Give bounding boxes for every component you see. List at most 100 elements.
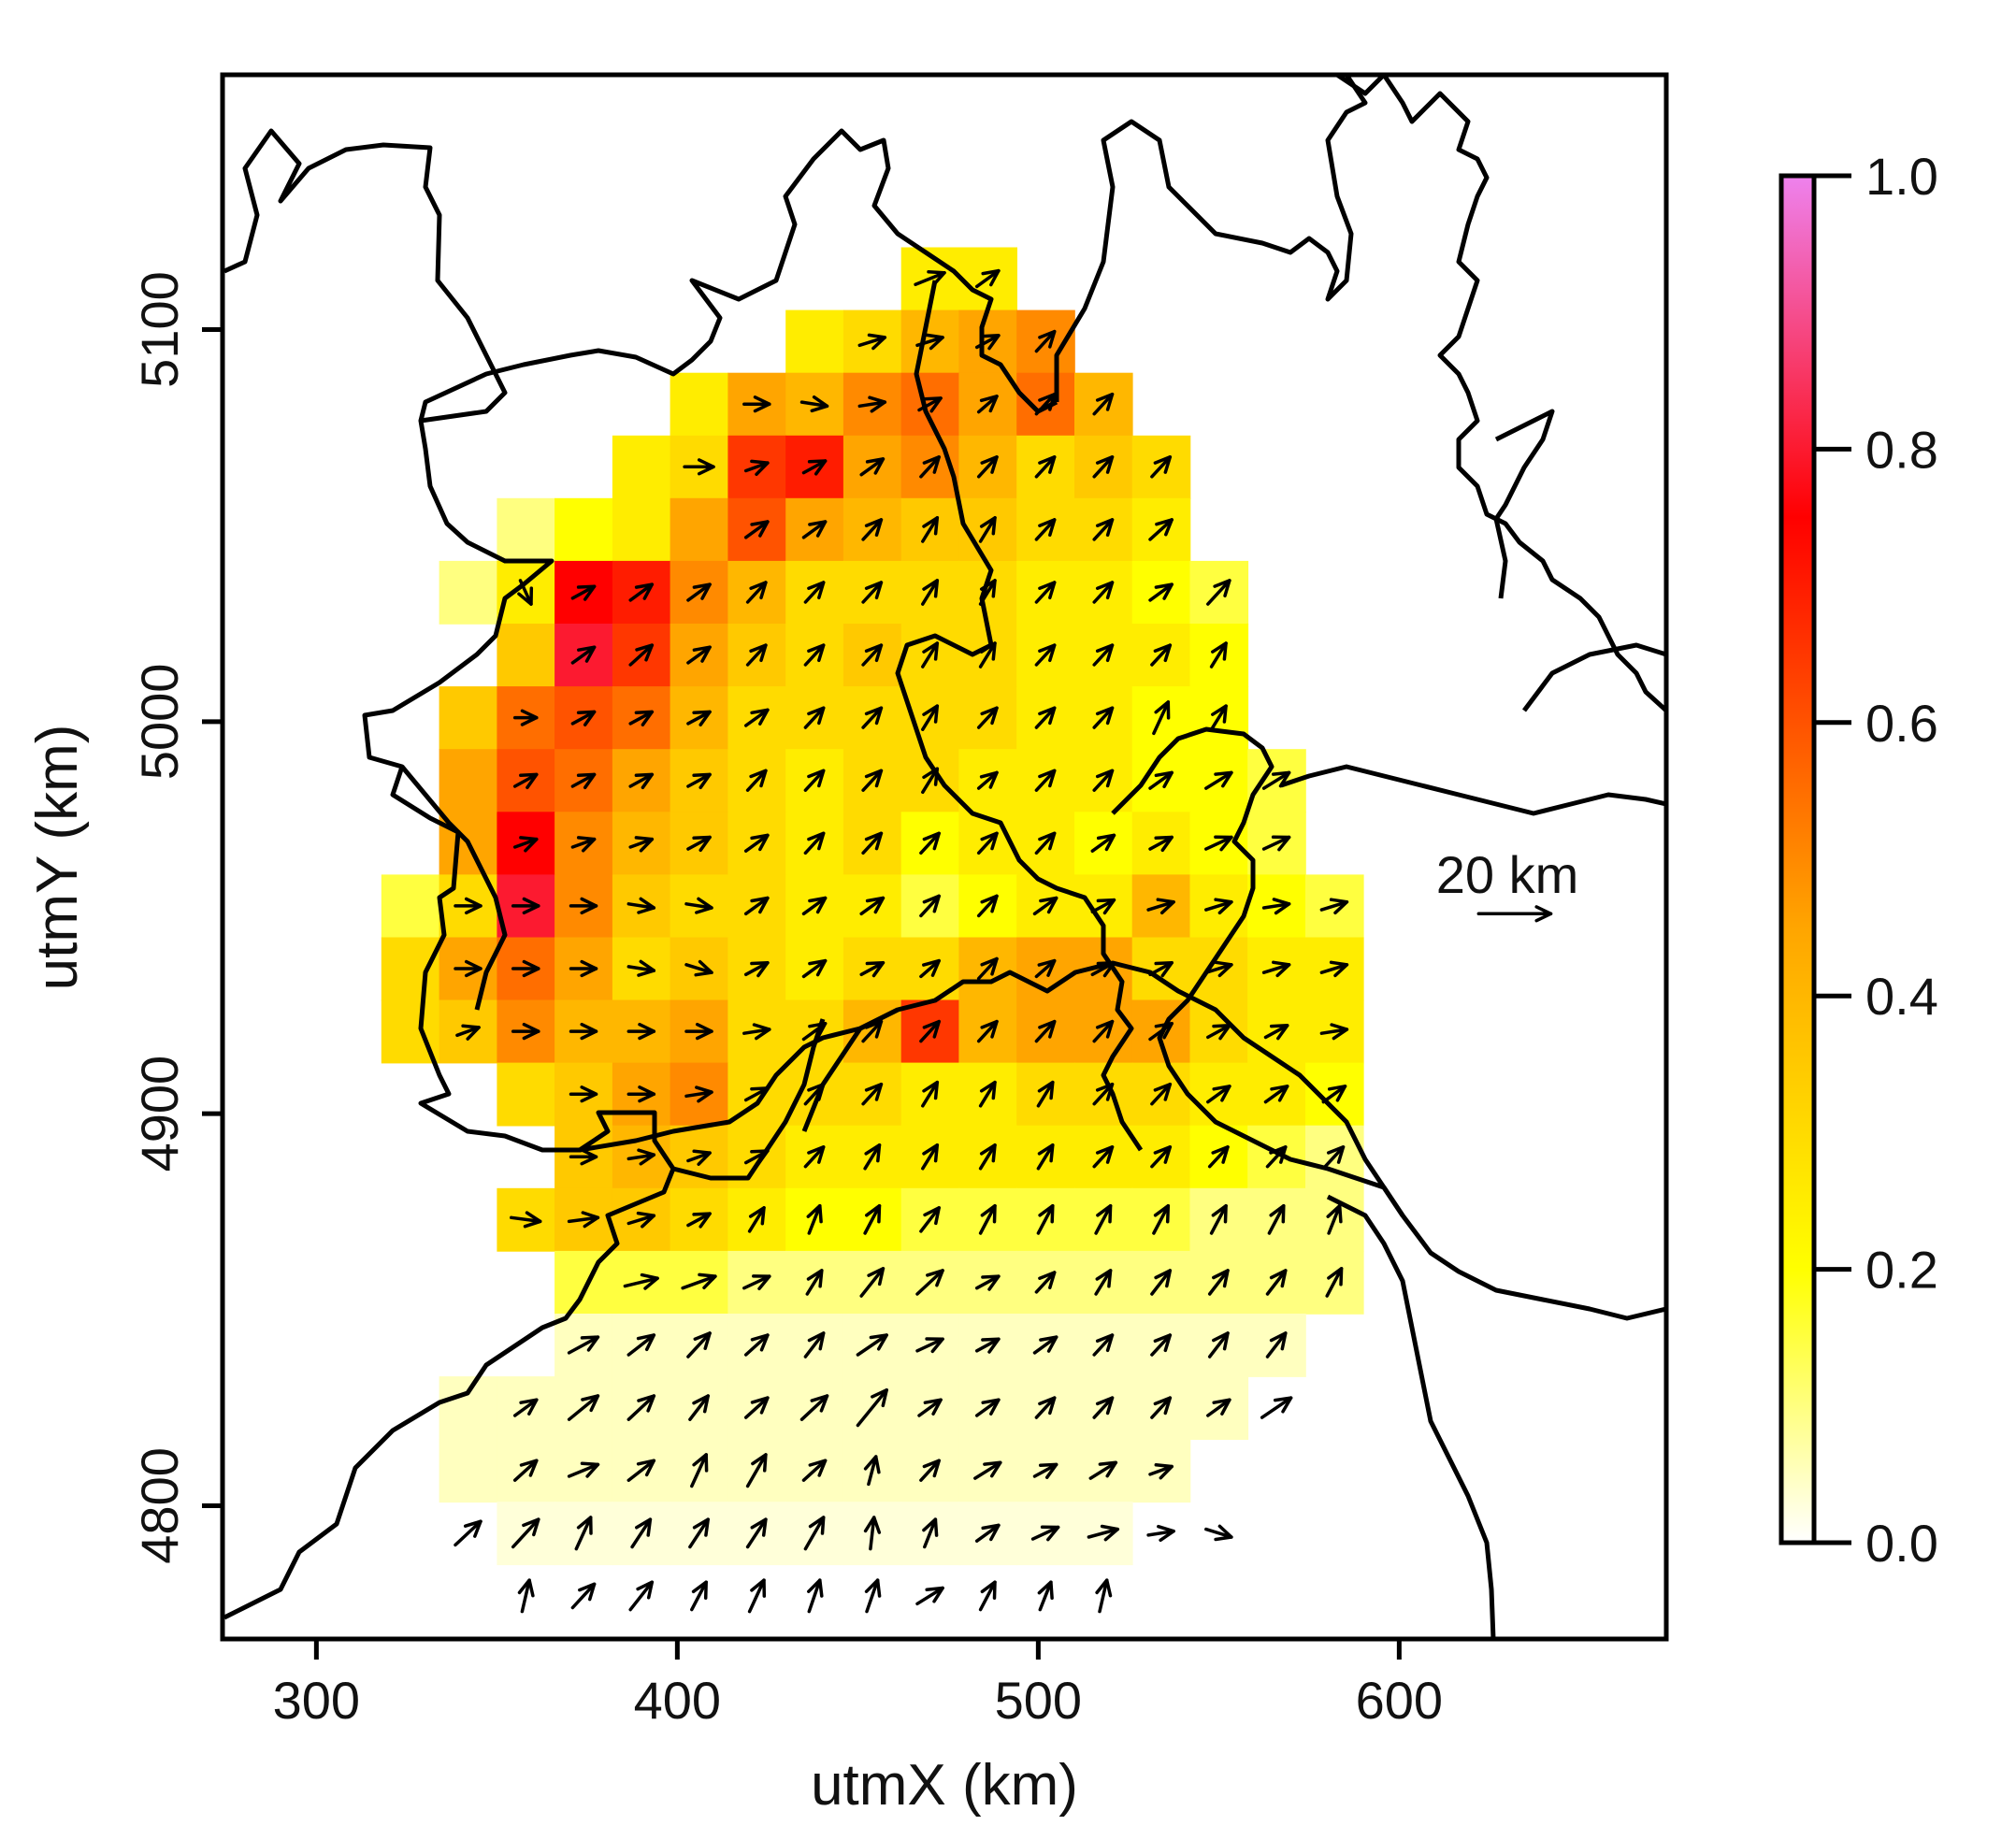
vector-arrow	[570, 584, 597, 601]
vector-arrow	[976, 770, 999, 790]
vector-arrow	[686, 582, 712, 602]
vector-arrow	[1094, 1269, 1113, 1296]
vector-arrow	[1209, 704, 1228, 731]
vector-arrow	[803, 643, 826, 667]
vector-arrow	[1150, 1396, 1173, 1419]
vector-arrow	[1148, 1021, 1174, 1042]
vector-arrow	[1087, 1524, 1120, 1542]
vector-arrow	[1092, 1145, 1115, 1169]
vector-arrow	[511, 959, 540, 978]
heatmap-cell	[497, 624, 555, 687]
y-tick-label: 4900	[130, 1056, 189, 1172]
vector-arrow	[686, 1331, 712, 1358]
vector-arrow	[801, 958, 828, 979]
vector-arrow	[626, 1333, 656, 1357]
boundary-central-s	[1111, 726, 1666, 1321]
vector-arrow	[803, 1516, 826, 1551]
vector-arrow	[1092, 706, 1115, 729]
vector-arrow	[978, 1143, 997, 1171]
vector-arrow	[686, 772, 712, 790]
vector-arrow	[570, 710, 597, 726]
vector-arrow	[1092, 769, 1115, 792]
vector-scale-label: 20 km	[1436, 845, 1579, 904]
vector-arrow	[1034, 1271, 1057, 1294]
vector-arrow	[861, 831, 884, 855]
vector-arrow	[976, 706, 999, 729]
vector-arrow	[743, 1396, 770, 1419]
vector-arrow	[914, 269, 946, 287]
vector-arrow	[1034, 455, 1057, 479]
vector-arrow	[745, 581, 768, 604]
vector-arrow	[919, 958, 941, 979]
vector-arrow	[803, 706, 826, 729]
heatmap-cell	[554, 1250, 613, 1315]
vector-arrow	[1092, 1396, 1115, 1419]
vector-arrow	[1092, 518, 1115, 541]
vector-arrow	[569, 959, 598, 978]
vector-arrow	[569, 1085, 598, 1103]
vector-arrow	[976, 831, 999, 855]
heatmap-cell	[439, 749, 498, 813]
vector-arrow	[1034, 769, 1057, 792]
vector-arrow	[863, 1516, 882, 1551]
vector-arrow	[1150, 1145, 1173, 1169]
vector-arrow	[1036, 1080, 1055, 1108]
vector-arrow	[861, 706, 884, 729]
vector-arrow	[628, 582, 655, 602]
vector-arrow	[1263, 1024, 1289, 1041]
vector-arrow	[1207, 1269, 1230, 1296]
vector-arrow	[743, 960, 770, 978]
vector-arrow	[512, 836, 539, 853]
vector-arrow	[1204, 898, 1233, 915]
boundary-valley-west	[400, 765, 508, 1011]
vector-scale: 20 km	[1436, 845, 1579, 923]
boundary-coast	[1326, 1194, 1496, 1639]
vector-arrow	[623, 1272, 659, 1290]
vector-arrow	[803, 1145, 826, 1169]
vector-arrow	[856, 1333, 888, 1357]
vector-arrow	[690, 1580, 708, 1612]
vector-arrow	[517, 1578, 535, 1614]
vector-arrow	[569, 1022, 598, 1041]
vector-arrow	[919, 455, 941, 479]
vector-arrow	[803, 1082, 826, 1106]
vector-arrow	[1206, 1024, 1231, 1041]
vector-arrow	[1204, 960, 1233, 978]
vector-arrow	[805, 1269, 824, 1296]
vector-arrow	[743, 459, 770, 477]
vector-arrow	[807, 1578, 824, 1614]
y-tick-label: 5100	[130, 271, 189, 388]
vector-arrow	[806, 1203, 823, 1235]
vector-arrow	[1092, 455, 1115, 479]
vector-arrow	[801, 1459, 828, 1482]
vector-arrow	[745, 1517, 768, 1549]
vector-arrow	[801, 1021, 828, 1042]
vector-arrow	[1321, 1085, 1347, 1104]
colorbar-tick-label: 1.0	[1865, 147, 1938, 206]
boundary-north-b	[1054, 75, 1368, 402]
vector-arrow	[803, 831, 826, 855]
vector-arrow	[628, 710, 655, 726]
vector-arrow	[1265, 1269, 1288, 1296]
colorbar-tick-label: 0.0	[1865, 1514, 1938, 1573]
vector-arrow	[684, 897, 713, 914]
colorbar-frame	[1778, 173, 1817, 1545]
vector-arrow	[688, 1394, 710, 1421]
vector-arrow	[1092, 643, 1115, 667]
vector-arrow	[1092, 1019, 1115, 1043]
boundary-east-region	[1493, 409, 1555, 599]
axes: 300 400 500 600 4800 4900 5000 5100	[130, 271, 1443, 1730]
vector-arrow	[628, 836, 655, 853]
heatmap-cell	[670, 372, 729, 437]
vector-arrow	[628, 643, 655, 667]
vector-arrow	[976, 894, 999, 918]
vector-arrow	[863, 1455, 881, 1487]
vector-arrow	[1207, 1331, 1230, 1358]
vector-arrow	[921, 1080, 940, 1108]
heatmap-cell	[381, 874, 440, 939]
vector-arrow	[1265, 1331, 1288, 1358]
vector-arrow	[574, 1516, 593, 1551]
vector-arrow	[686, 1212, 712, 1229]
vector-arrow	[1088, 1460, 1118, 1480]
